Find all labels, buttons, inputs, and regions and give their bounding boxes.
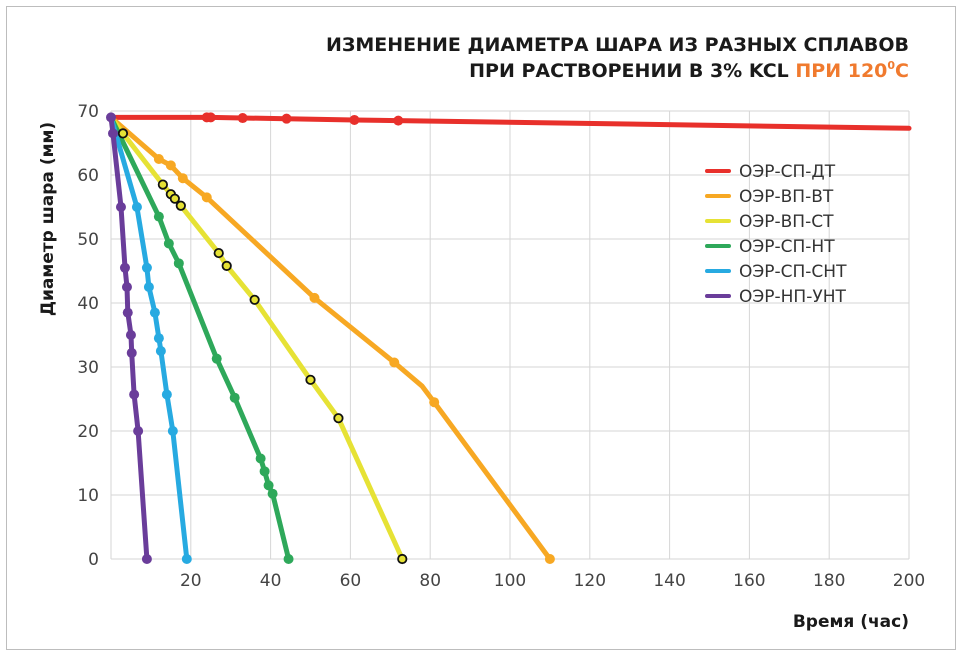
grid <box>110 110 910 560</box>
data-point <box>143 282 154 292</box>
data-point <box>544 554 555 564</box>
data-point <box>126 347 137 358</box>
series-line-2 <box>108 114 553 562</box>
data-point <box>213 247 224 259</box>
data-point <box>122 307 133 318</box>
data-point <box>309 292 320 303</box>
data-point <box>153 333 164 344</box>
chart-title-line-1: ИЗМЕНЕНИЕ ДИАМЕТРА ШАРА ИЗ РАЗНЫХ СПЛАВО… <box>326 34 909 56</box>
data-point <box>131 202 142 212</box>
data-point <box>263 480 274 491</box>
chart-svg: 0 10 20 30 40 50 60 70 20 40 60 80 100 120 140 160 180 20… <box>38 34 925 632</box>
y-tick-label: 40 <box>77 294 99 314</box>
y-tick-label: 0 <box>88 550 99 570</box>
x-axis-title: Время (час) <box>793 612 909 632</box>
title-degree-sup: 0 <box>887 59 895 72</box>
y-tick-label: 60 <box>77 166 99 186</box>
tick-labels: 0 10 20 30 40 50 60 70 20 40 60 80 100 120 140 160 180 20… <box>77 102 925 591</box>
legend-label: ОЭР-СП-СНТ <box>739 262 847 282</box>
x-tick-label: 160 <box>733 571 765 591</box>
data-point <box>167 426 178 436</box>
data-point <box>175 200 186 211</box>
data-point <box>393 115 404 126</box>
x-tick-label: 140 <box>653 571 685 591</box>
data-point <box>141 262 152 273</box>
legend-label: ОЭР-НП-УНТ <box>739 287 846 307</box>
x-tick-label: 200 <box>893 571 925 591</box>
data-point <box>305 374 316 385</box>
y-tick-label: 20 <box>77 422 99 442</box>
data-point <box>283 554 294 564</box>
data-point <box>133 426 144 436</box>
y-tick-label: 50 <box>77 230 99 250</box>
series-line-3 <box>108 114 405 562</box>
data-point <box>119 262 130 273</box>
data-point <box>221 260 232 271</box>
x-tick-label: 180 <box>813 571 845 591</box>
data-point <box>106 112 116 123</box>
y-tick-label: 30 <box>77 358 99 378</box>
data-point <box>117 128 129 139</box>
chart-frame: 0 10 20 30 40 50 60 70 20 40 60 80 100 120 140 160 180 20… <box>6 6 956 650</box>
title-main-text: ПРИ РАСТВОРЕНИИ В 3% KCL <box>469 60 789 82</box>
data-point <box>281 113 292 124</box>
data-point <box>149 307 160 318</box>
x-tick-label: 60 <box>340 571 362 591</box>
data-point <box>125 330 136 340</box>
title-accent-text: ПРИ 120 <box>795 60 887 82</box>
legend-label: ОЭР-СП-ДТ <box>739 162 836 182</box>
data-point <box>181 554 192 564</box>
x-tick-label: 20 <box>180 571 202 591</box>
data-point <box>165 160 176 171</box>
series-line-4 <box>108 114 292 562</box>
data-point <box>389 357 400 368</box>
data-point <box>259 466 270 477</box>
legend-label: ОЭР-СП-НТ <box>739 237 835 257</box>
data-point <box>153 211 164 222</box>
data-point <box>249 294 260 305</box>
title-unit: С <box>895 60 909 82</box>
x-tick-label: 80 <box>419 571 441 591</box>
chart-title-line-2: ПРИ РАСТВОРЕНИИ В 3% KCL ПРИ 1200С <box>469 59 909 82</box>
data-point <box>157 179 168 190</box>
x-tick-label: 100 <box>494 571 526 591</box>
data-point <box>349 114 360 125</box>
x-tick-label: 120 <box>574 571 606 591</box>
data-point <box>107 128 118 139</box>
data-point <box>177 173 188 184</box>
data-point <box>237 113 248 124</box>
data-point <box>141 554 152 564</box>
data-point <box>115 202 126 212</box>
data-point <box>163 238 174 249</box>
legend: ОЭР-СП-ДТ ОЭР-ВП-ВТ ОЭР-ВП-СТ ОЭР-СП-НТ ОЭР-… <box>705 162 847 307</box>
data-point <box>161 389 172 400</box>
data-point <box>169 193 180 204</box>
data-point <box>173 258 184 269</box>
data-point <box>397 553 408 565</box>
x-tick-label: 40 <box>260 571 282 591</box>
data-point <box>267 488 278 499</box>
y-axis-title: Диаметр шара (мм) <box>38 122 58 316</box>
data-point <box>205 112 216 123</box>
data-point <box>201 192 212 203</box>
y-tick-label: 10 <box>77 486 99 506</box>
data-point <box>121 282 132 292</box>
data-point <box>429 397 440 408</box>
legend-label: ОЭР-ВП-ВТ <box>739 187 834 207</box>
data-point <box>255 453 266 464</box>
data-point <box>229 392 240 403</box>
series-line-5 <box>108 114 190 562</box>
legend-label: ОЭР-ВП-СТ <box>739 212 834 232</box>
data-point <box>333 413 344 424</box>
data-point <box>129 389 140 400</box>
data-point <box>155 346 166 356</box>
y-tick-label: 70 <box>77 102 99 122</box>
data-point <box>153 154 164 164</box>
markers-layer <box>106 112 555 565</box>
data-point <box>211 353 222 364</box>
